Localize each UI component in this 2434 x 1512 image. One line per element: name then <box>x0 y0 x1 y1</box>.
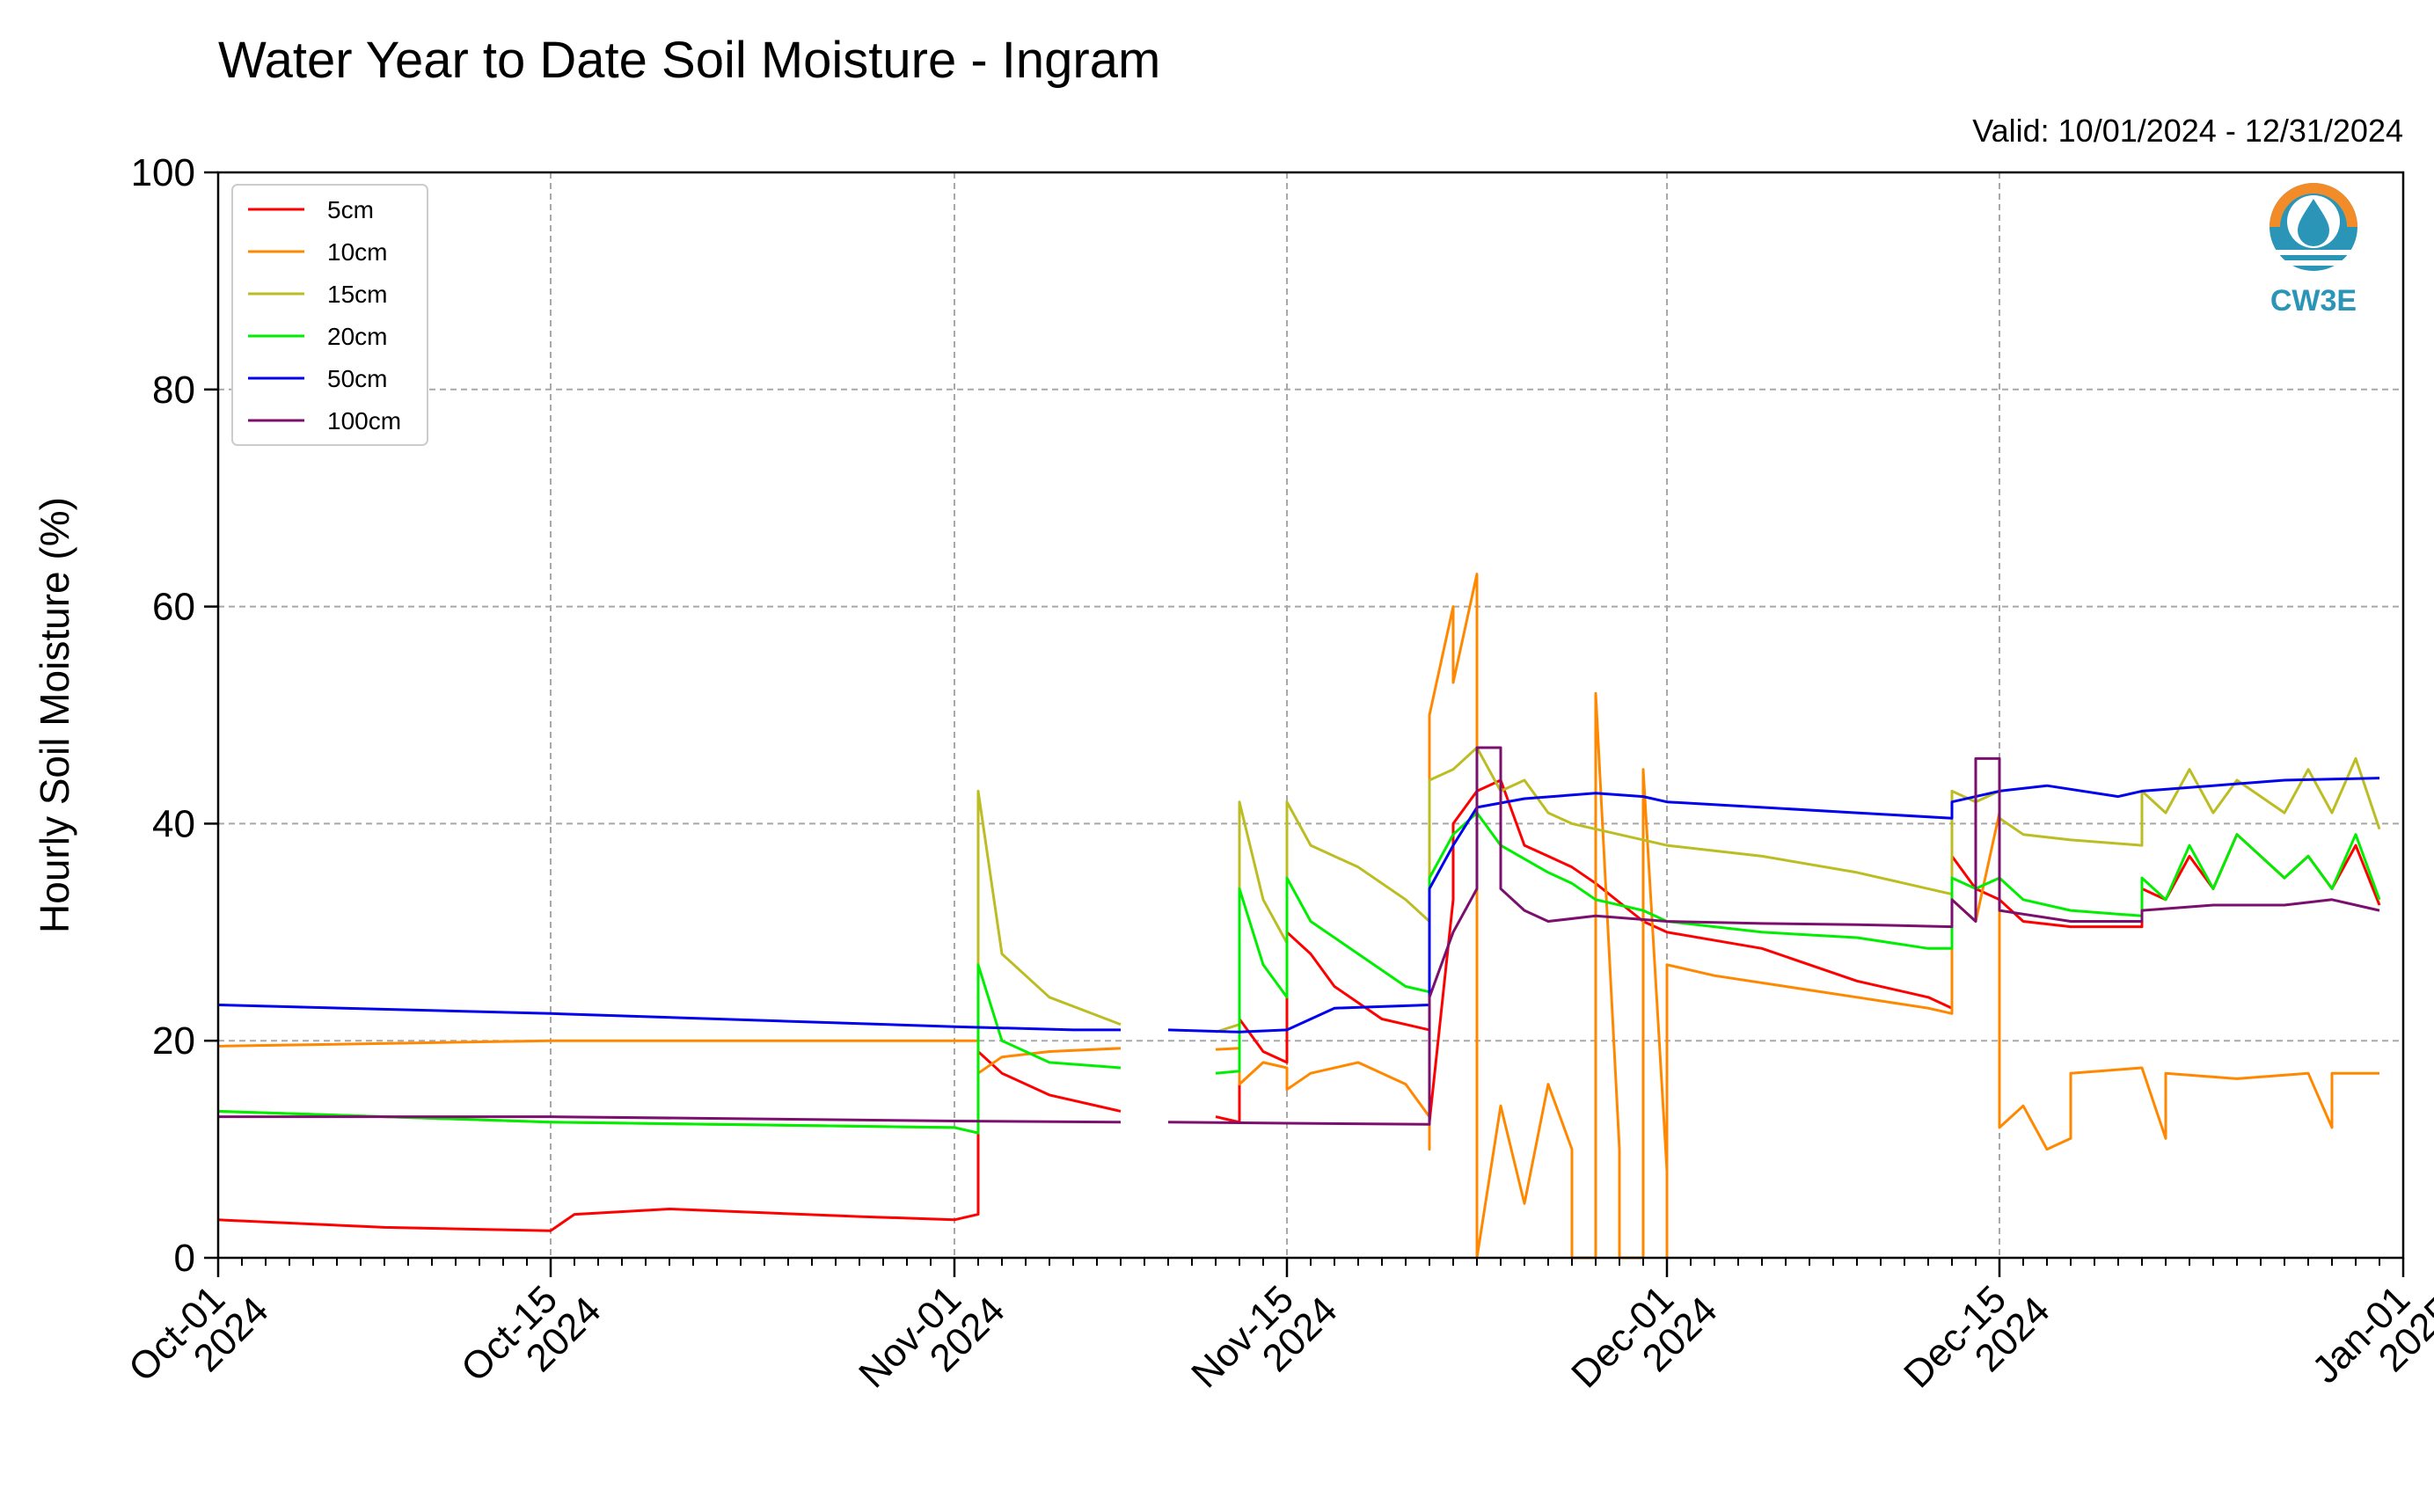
legend-label: 5cm <box>327 196 374 223</box>
y-axis-label: Hourly Soil Moisture (%) <box>32 497 77 933</box>
grid <box>217 172 2404 1259</box>
y-tick-label: 0 <box>174 1237 195 1280</box>
legend-item-15cm: 15cm <box>248 281 387 308</box>
valid-range: Valid: 10/01/2024 - 12/31/2024 <box>1972 113 2403 149</box>
legend-item-5cm: 5cm <box>248 196 374 223</box>
plot-frame <box>216 171 2405 1260</box>
chart-title: Water Year to Date Soil Moisture - Ingra… <box>218 32 1160 89</box>
legend-item-20cm: 20cm <box>248 323 387 350</box>
logo-wave-2 <box>2278 260 2349 266</box>
y-tick-label: 80 <box>152 369 195 412</box>
cw3e-logo: CW3E <box>2270 183 2357 318</box>
legend-label: 20cm <box>327 323 387 350</box>
series-line-20cm <box>217 811 2381 1135</box>
series-line-50cm <box>217 777 2380 1034</box>
series-line-15cm <box>217 746 2381 1135</box>
series-line-5cm <box>217 778 2381 1232</box>
logo-sun-arc <box>2270 183 2357 227</box>
series-line-100cm <box>218 746 2380 1126</box>
y-tick-label: 100 <box>131 151 195 194</box>
logo-text: CW3E <box>2270 284 2357 318</box>
legend-label: 15cm <box>327 281 387 308</box>
series-layer <box>217 573 2381 1260</box>
legend: 5cm 10cm 15cm 20cm 50cm 100cm <box>231 184 428 446</box>
y-tick-label: 60 <box>152 586 195 629</box>
legend-item-10cm: 10cm <box>248 238 387 266</box>
y-tick-label: 20 <box>152 1019 195 1063</box>
series-line-10cm <box>217 573 2379 1260</box>
water-drop-icon <box>2298 199 2329 246</box>
legend-label: 10cm <box>327 238 387 266</box>
y-tick-label: 40 <box>152 802 195 845</box>
legend-box <box>231 184 428 446</box>
legend-item-50cm: 50cm <box>248 365 387 392</box>
legend-item-100cm: 100cm <box>248 407 401 435</box>
legend-label: 50cm <box>327 365 387 392</box>
legend-label: 100cm <box>327 407 401 435</box>
logo-wave-1 <box>2275 250 2352 255</box>
